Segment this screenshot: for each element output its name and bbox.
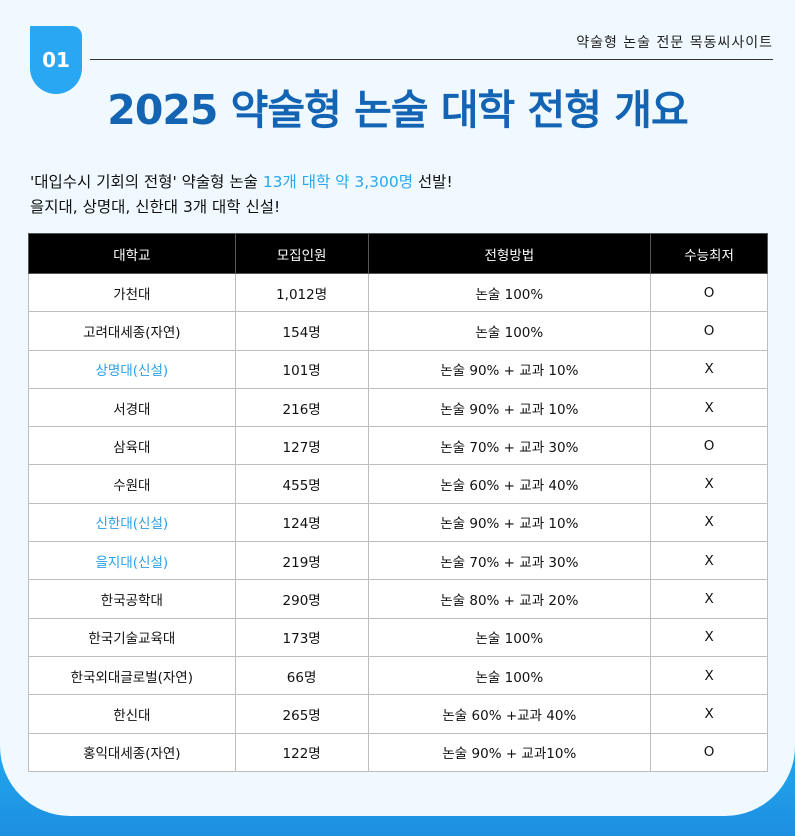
- csat-cell: X: [650, 694, 768, 734]
- header-university: 대학교: [28, 233, 236, 274]
- count-cell: 265명: [234, 694, 369, 734]
- university-table: 대학교 모집인원 전형방법 수능최저 가천대 1,012명 논술 100% O 고려대세…: [28, 233, 768, 772]
- count-cell: 1,012명: [234, 272, 369, 313]
- csat-cell: X: [650, 579, 768, 619]
- intro-highlight: 13개 대학 약 3,300명: [262, 173, 413, 191]
- method-cell: 논술 60% +교과 40%: [367, 694, 652, 734]
- university-cell: 상명대(신설): [28, 349, 236, 389]
- intro-text: '대입수시 기회의 전형' 약술형 논술 13개 대학 약 3,300명 선발!…: [30, 170, 453, 220]
- intro-line-1: '대입수시 기회의 전형' 약술형 논술 13개 대학 약 3,300명 선발!: [30, 170, 453, 195]
- count-cell: 124명: [234, 502, 369, 543]
- csat-cell: X: [650, 617, 768, 657]
- table-row: 홍익대세종(자연) 122명 논술 90% + 교과10% O: [28, 732, 768, 772]
- csat-cell: O: [650, 732, 768, 772]
- table-header-row: 대학교 모집인원 전형방법 수능최저: [28, 233, 768, 274]
- university-cell: 한신대: [28, 694, 236, 734]
- table-row: 한신대 265명 논술 60% +교과 40% X: [28, 694, 768, 734]
- csat-cell: O: [650, 272, 768, 313]
- csat-cell: X: [650, 655, 768, 696]
- table-row: 한국기술교육대 173명 논술 100% X: [28, 617, 768, 657]
- university-cell: 신한대(신설): [28, 502, 236, 543]
- count-cell: 455명: [234, 464, 369, 504]
- section-number-badge: 01: [30, 26, 82, 94]
- table-row: 한국외대글로벌(자연) 66명 논술 100% X: [28, 655, 768, 696]
- csat-cell: X: [650, 387, 768, 428]
- page-title: 2025 약술형 논술 대학 전형 개요: [107, 86, 688, 134]
- csat-cell: X: [650, 502, 768, 543]
- intro-line-1-prefix: '대입수시 기회의 전형' 약술형 논술: [30, 173, 263, 191]
- intro-line-1-suffix: 선발!: [413, 173, 453, 191]
- count-cell: 154명: [234, 311, 369, 351]
- table-row: 수원대 455명 논술 60% + 교과 40% X: [28, 464, 768, 504]
- university-cell: 가천대: [28, 272, 236, 313]
- section-number: 01: [42, 48, 70, 72]
- csat-cell: X: [650, 349, 768, 389]
- method-cell: 논술 100%: [367, 617, 652, 657]
- count-cell: 122명: [234, 732, 369, 772]
- table-row: 한국공학대 290명 논술 80% + 교과 20% X: [28, 579, 768, 619]
- count-cell: 101명: [234, 349, 369, 389]
- university-cell: 홍익대세종(자연): [28, 732, 236, 772]
- table-row: 서경대 216명 논술 90% + 교과 10% X: [28, 387, 768, 428]
- count-cell: 219명: [234, 541, 369, 581]
- count-cell: 216명: [234, 387, 369, 428]
- university-cell: 삼육대: [28, 426, 236, 466]
- university-cell: 한국기술교육대: [28, 617, 236, 657]
- count-cell: 127명: [234, 426, 369, 466]
- university-cell: 한국공학대: [28, 579, 236, 619]
- table-row: 상명대(신설) 101명 논술 90% + 교과 10% X: [28, 349, 768, 389]
- site-name: 약술형 논술 전문 목동씨사이트: [576, 35, 773, 51]
- table-row: 가천대 1,012명 논술 100% O: [28, 272, 768, 313]
- header-method: 전형방법: [367, 233, 652, 274]
- table-row: 삼육대 127명 논술 70% + 교과 30% O: [28, 426, 768, 466]
- university-cell: 을지대(신설): [28, 541, 236, 581]
- count-cell: 66명: [234, 655, 369, 696]
- method-cell: 논술 70% + 교과 30%: [367, 541, 652, 581]
- table-row: 을지대(신설) 219명 논술 70% + 교과 30% X: [28, 541, 768, 581]
- header-count: 모집인원: [234, 233, 369, 274]
- method-cell: 논술 100%: [367, 272, 652, 313]
- header-csat: 수능최저: [650, 233, 768, 274]
- intro-line-2: 을지대, 상명대, 신한대 3개 대학 신설!: [30, 198, 281, 216]
- csat-cell: X: [650, 541, 768, 581]
- method-cell: 논술 100%: [367, 311, 652, 351]
- method-cell: 논술 90% + 교과 10%: [367, 387, 652, 428]
- method-cell: 논술 100%: [367, 655, 652, 696]
- content-card: 01 약술형 논술 전문 목동씨사이트 2025 약술형 논술 대학 전형 개요…: [28, 26, 773, 772]
- table-row: 고려대세종(자연) 154명 논술 100% O: [28, 311, 768, 351]
- method-cell: 논술 60% + 교과 40%: [367, 464, 652, 504]
- table-body: 가천대 1,012명 논술 100% O 고려대세종(자연) 154명 논술 100% O 상명…: [28, 272, 768, 772]
- header-divider: [90, 59, 773, 60]
- method-cell: 논술 90% + 교과 10%: [367, 349, 652, 389]
- csat-cell: O: [650, 426, 768, 466]
- csat-cell: O: [650, 311, 768, 351]
- count-cell: 173명: [234, 617, 369, 657]
- method-cell: 논술 80% + 교과 20%: [367, 579, 652, 619]
- method-cell: 논술 70% + 교과 30%: [367, 426, 652, 466]
- university-cell: 수원대: [28, 464, 236, 504]
- university-cell: 한국외대글로벌(자연): [28, 655, 236, 696]
- method-cell: 논술 90% + 교과 10%: [367, 502, 652, 543]
- method-cell: 논술 90% + 교과10%: [367, 732, 652, 772]
- csat-cell: X: [650, 464, 768, 504]
- university-cell: 고려대세종(자연): [28, 311, 236, 351]
- count-cell: 290명: [234, 579, 369, 619]
- university-cell: 서경대: [28, 387, 236, 428]
- table-row: 신한대(신설) 124명 논술 90% + 교과 10% X: [28, 502, 768, 543]
